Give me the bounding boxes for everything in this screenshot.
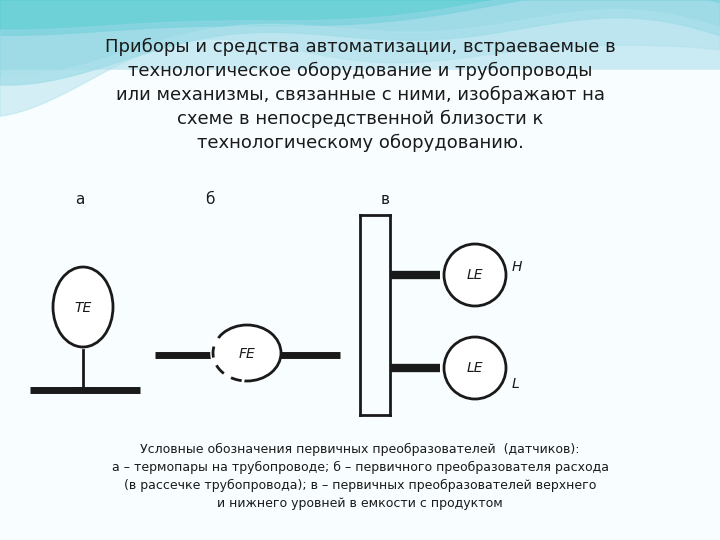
Text: а – термопары на трубопроводе; б – первичного преобразователя расхода: а – термопары на трубопроводе; б – перви… [112,461,608,474]
Text: в: в [380,192,390,207]
Bar [0,0,720,115]
Text: L: L [512,377,520,391]
Text: TE: TE [74,301,91,315]
Text: технологическое оборудование и трубопроводы: технологическое оборудование и трубопров… [127,62,593,80]
Text: или механизмы, связанные с ними, изображают на: или механизмы, связанные с ними, изображ… [115,86,605,104]
Text: Приборы и средства автоматизации, встраеваемые в: Приборы и средства автоматизации, встрае… [104,38,616,56]
Text: LE: LE [467,268,483,282]
Ellipse shape [444,337,506,399]
Ellipse shape [53,267,113,347]
Ellipse shape [213,325,281,381]
Text: технологическому оборудованию.: технологическому оборудованию. [197,134,523,152]
Text: Условные обозначения первичных преобразователей  (датчиков):: Условные обозначения первичных преобразо… [140,443,580,456]
Text: FE: FE [238,347,256,361]
Text: схеме в непосредственной близости к: схеме в непосредственной близости к [177,110,543,128]
Text: б: б [205,192,215,207]
Text: LE: LE [467,361,483,375]
Text: а: а [76,192,85,207]
Text: (в рассечке трубопровода); в – первичных преобразователей верхнего: (в рассечке трубопровода); в – первичных… [124,479,596,492]
Text: H: H [512,260,523,274]
Bar [0,70,720,540]
Text: и нижнего уровней в емкости с продуктом: и нижнего уровней в емкости с продуктом [217,497,503,510]
Ellipse shape [444,244,506,306]
